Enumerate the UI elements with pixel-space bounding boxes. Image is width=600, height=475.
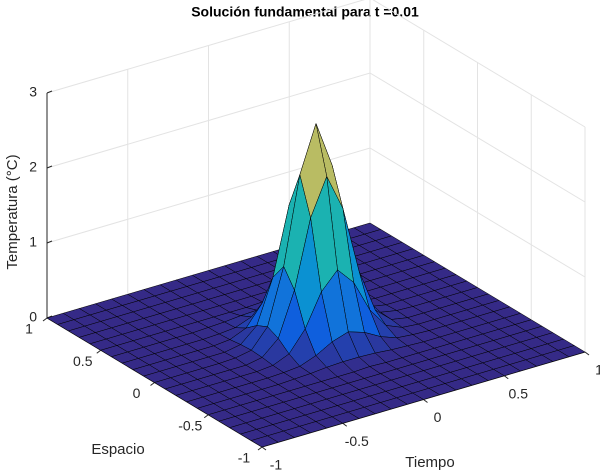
- x-tick-label: 0: [434, 409, 442, 425]
- tick-mark: [261, 446, 267, 451]
- z-tick-label: 0: [29, 309, 37, 325]
- tick-mark: [46, 165, 53, 169]
- y-axis-label: Espacio: [91, 441, 144, 458]
- x-tick-label: 0.5: [509, 385, 529, 401]
- y-tick-label: -1: [238, 450, 251, 466]
- x-tick-label: 1: [595, 362, 600, 378]
- grid-line: [46, 72, 586, 203]
- y-tick-label: -0.5: [178, 417, 202, 433]
- z-tick-label: 2: [29, 159, 37, 175]
- z-axis-label: Temperatura (°C): [4, 154, 21, 269]
- tick-mark: [150, 382, 155, 386]
- tick-mark: [503, 375, 509, 380]
- surface-face: [251, 435, 279, 448]
- tick-mark: [584, 351, 590, 356]
- grid-line: [46, 0, 586, 128]
- chart-title: Solución fundamental para t =0.01: [191, 4, 419, 20]
- tick-mark: [423, 399, 428, 403]
- z-tick-label: 1: [29, 234, 37, 250]
- tick-mark: [42, 317, 48, 322]
- tick-mark: [96, 349, 102, 354]
- grid-line: [46, 147, 586, 278]
- y-tick-label: 0.5: [73, 353, 93, 369]
- z-tick-label: 3: [29, 84, 37, 100]
- x-axis-label: Tiempo: [405, 454, 454, 471]
- x-tick-label: -1: [270, 457, 283, 473]
- y-tick-label: 0: [133, 385, 141, 401]
- tick-mark: [257, 446, 263, 451]
- x-tick-label: -0.5: [345, 433, 369, 449]
- tick-mark: [46, 240, 53, 244]
- tick-mark: [342, 422, 348, 427]
- tick-mark: [46, 90, 53, 94]
- y-tick-label: 1: [25, 321, 33, 337]
- tick-mark: [203, 414, 209, 419]
